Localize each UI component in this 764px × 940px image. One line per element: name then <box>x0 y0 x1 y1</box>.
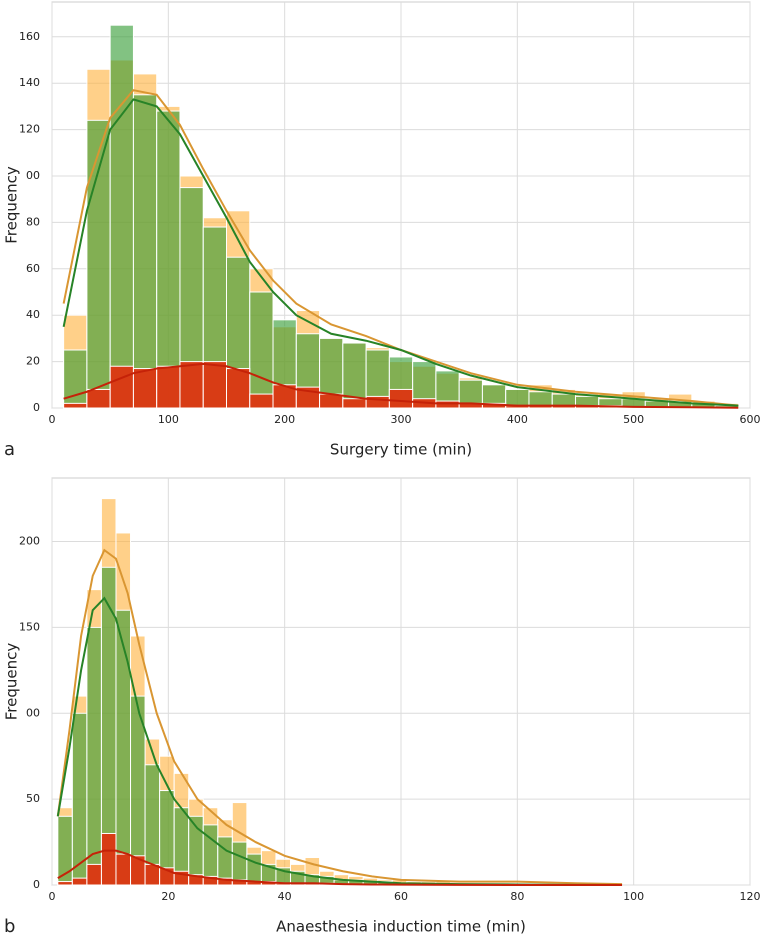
histogram-bar <box>109 365 134 409</box>
y-tick-label: 140 <box>19 76 40 89</box>
x-tick-label: 120 <box>740 890 761 903</box>
x-tick-label: 100 <box>158 413 179 426</box>
histogram-bar <box>132 368 158 409</box>
histogram-bar <box>86 119 111 409</box>
y-axis-label: Frequency <box>3 166 21 244</box>
histogram-bar <box>144 863 161 886</box>
histogram-bar <box>249 393 274 409</box>
histogram-bar <box>100 832 117 886</box>
histogram-bar <box>109 24 134 409</box>
histogram-bar <box>115 609 132 886</box>
x-tick-label: 80 <box>510 890 524 903</box>
x-tick-label: 20 <box>161 890 175 903</box>
histogram-bar <box>179 361 204 409</box>
x-tick-label: 500 <box>623 413 644 426</box>
histogram-bar <box>63 349 88 409</box>
histogram-bar <box>249 291 274 409</box>
kde-line <box>62 89 739 407</box>
y-tick-label: 60 <box>26 262 40 275</box>
x-tick-label: 300 <box>391 413 412 426</box>
y-tick-label: 00 <box>26 706 40 719</box>
x-tick-label: 200 <box>274 413 295 426</box>
x-tick-label: 0 <box>49 413 56 426</box>
histogram-bar <box>86 863 102 886</box>
histogram-bar <box>86 388 111 409</box>
histogram-bar <box>156 365 181 409</box>
panel-label: a <box>4 439 15 460</box>
y-tick-label: 20 <box>26 355 40 368</box>
histogram-bar <box>71 877 88 886</box>
y-tick-label: 160 <box>19 30 40 43</box>
y-tick-label: 200 <box>19 535 40 548</box>
x-tick-label: 100 <box>623 890 644 903</box>
histogram-bar <box>57 881 73 886</box>
histogram-bar <box>156 110 181 409</box>
histogram-bar <box>435 400 460 409</box>
y-tick-label: 120 <box>19 123 40 136</box>
histogram-bar <box>388 388 414 409</box>
histogram-bar <box>115 853 132 886</box>
x-axis-label: Surgery time (min) <box>330 441 472 459</box>
histogram-bar <box>202 361 228 409</box>
histogram-bar <box>63 402 88 409</box>
panel-label: b <box>4 916 15 937</box>
y-tick-label: 0 <box>33 878 40 891</box>
x-tick-label: 400 <box>507 413 528 426</box>
y-tick-label: 40 <box>26 308 40 321</box>
x-tick-label: 600 <box>740 413 761 426</box>
x-tick-label: 40 <box>278 890 292 903</box>
x-tick-label: 60 <box>394 890 408 903</box>
histogram-bar <box>132 94 158 409</box>
y-tick-label: 150 <box>19 620 40 633</box>
kde-line <box>63 362 739 409</box>
y-axis-label: Frequency <box>3 643 21 721</box>
kde-line <box>56 548 623 886</box>
x-tick-label: 0 <box>49 890 56 903</box>
histogram-bar <box>342 398 367 409</box>
histogram-bar <box>86 626 102 886</box>
kde-line <box>57 849 623 886</box>
kde-line <box>56 596 623 886</box>
histogram-bar <box>226 368 251 409</box>
y-tick-label: 50 <box>26 792 40 805</box>
histogram-bar <box>231 841 248 886</box>
y-tick-label: 0 <box>33 401 40 414</box>
kde-line <box>62 98 739 407</box>
y-tick-label: 80 <box>26 215 40 228</box>
x-axis-label: Anaesthesia induction time (min) <box>276 918 526 936</box>
y-tick-label: 00 <box>26 169 40 182</box>
